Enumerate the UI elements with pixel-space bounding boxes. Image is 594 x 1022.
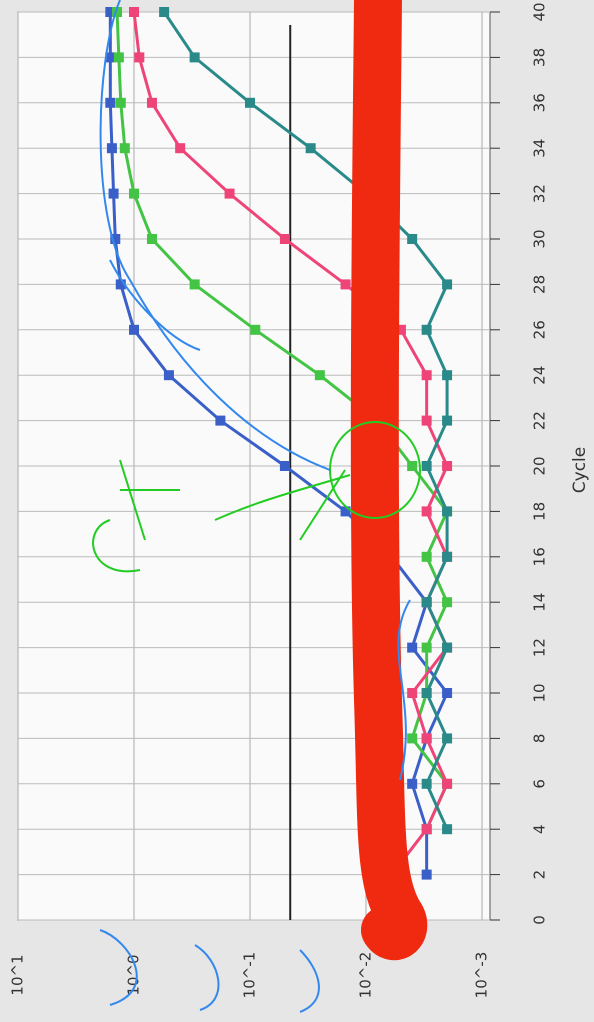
x-tick-label: 28 bbox=[531, 275, 549, 294]
point bbox=[105, 98, 115, 108]
point bbox=[120, 143, 130, 153]
page: Cycle 10^110^010^-110^-210^-302468101214… bbox=[0, 0, 594, 1022]
point bbox=[442, 279, 452, 289]
x-tick-label: 12 bbox=[531, 638, 549, 657]
x-axis-label: Cycle bbox=[570, 447, 590, 493]
x-tick-label: 30 bbox=[531, 229, 549, 248]
point bbox=[422, 325, 432, 335]
y-tick-label: 10^-3 bbox=[473, 952, 491, 999]
point bbox=[422, 370, 432, 380]
point bbox=[422, 870, 432, 880]
point bbox=[442, 416, 452, 426]
point bbox=[442, 779, 452, 789]
point bbox=[225, 189, 235, 199]
point bbox=[341, 506, 351, 516]
point bbox=[147, 98, 157, 108]
point bbox=[407, 643, 417, 653]
point bbox=[442, 461, 452, 471]
x-tick-label: 2 bbox=[531, 870, 549, 880]
x-tick-label: 32 bbox=[531, 184, 549, 203]
x-tick-label: 36 bbox=[531, 93, 549, 112]
x-tick-label: 14 bbox=[531, 593, 549, 612]
x-tick-label: 8 bbox=[531, 734, 549, 744]
point bbox=[407, 733, 417, 743]
point bbox=[315, 370, 325, 380]
x-tick-label: 10 bbox=[531, 683, 549, 702]
point bbox=[422, 461, 432, 471]
point bbox=[114, 52, 124, 62]
point bbox=[175, 143, 185, 153]
point bbox=[245, 98, 255, 108]
point bbox=[107, 143, 117, 153]
point bbox=[442, 597, 452, 607]
x-tick-label: 18 bbox=[531, 502, 549, 521]
point bbox=[442, 733, 452, 743]
point bbox=[109, 189, 119, 199]
point bbox=[190, 52, 200, 62]
point bbox=[422, 552, 432, 562]
point bbox=[341, 279, 351, 289]
point bbox=[129, 325, 139, 335]
point bbox=[164, 370, 174, 380]
x-tick-label: 38 bbox=[531, 48, 549, 67]
x-tick-label: 4 bbox=[531, 824, 549, 834]
point bbox=[134, 52, 144, 62]
point bbox=[407, 688, 417, 698]
x-tick-label: 26 bbox=[531, 320, 549, 339]
point bbox=[407, 779, 417, 789]
point bbox=[280, 461, 290, 471]
point bbox=[129, 7, 139, 17]
point bbox=[280, 234, 290, 244]
point bbox=[442, 552, 452, 562]
point bbox=[442, 370, 452, 380]
y-tick-label: 10^-1 bbox=[241, 952, 259, 999]
point bbox=[422, 779, 432, 789]
point bbox=[442, 824, 452, 834]
x-tick-label: 24 bbox=[531, 366, 549, 385]
point bbox=[442, 688, 452, 698]
point bbox=[422, 824, 432, 834]
y-tick-label: 10^1 bbox=[9, 954, 27, 995]
point bbox=[422, 416, 432, 426]
point bbox=[407, 234, 417, 244]
x-tick-label: 40 bbox=[531, 2, 549, 21]
point bbox=[116, 98, 126, 108]
point bbox=[422, 643, 432, 653]
x-tick-label: 20 bbox=[531, 456, 549, 475]
point bbox=[215, 416, 225, 426]
point bbox=[250, 325, 260, 335]
point bbox=[422, 733, 432, 743]
chart: Cycle 10^110^010^-110^-210^-302468101214… bbox=[0, 0, 594, 1022]
point bbox=[442, 643, 452, 653]
point bbox=[422, 597, 432, 607]
x-tick-label: 16 bbox=[531, 547, 549, 566]
point bbox=[442, 506, 452, 516]
point bbox=[147, 234, 157, 244]
x-tick-label: 34 bbox=[531, 139, 549, 158]
point bbox=[422, 688, 432, 698]
point bbox=[422, 506, 432, 516]
point bbox=[407, 461, 417, 471]
x-tick-label: 0 bbox=[531, 915, 549, 925]
x-tick-label: 22 bbox=[531, 411, 549, 430]
point bbox=[306, 143, 316, 153]
point bbox=[190, 279, 200, 289]
point bbox=[129, 189, 139, 199]
y-tick-label: 10^-2 bbox=[357, 952, 375, 999]
point bbox=[159, 7, 169, 17]
x-tick-label: 6 bbox=[531, 779, 549, 789]
